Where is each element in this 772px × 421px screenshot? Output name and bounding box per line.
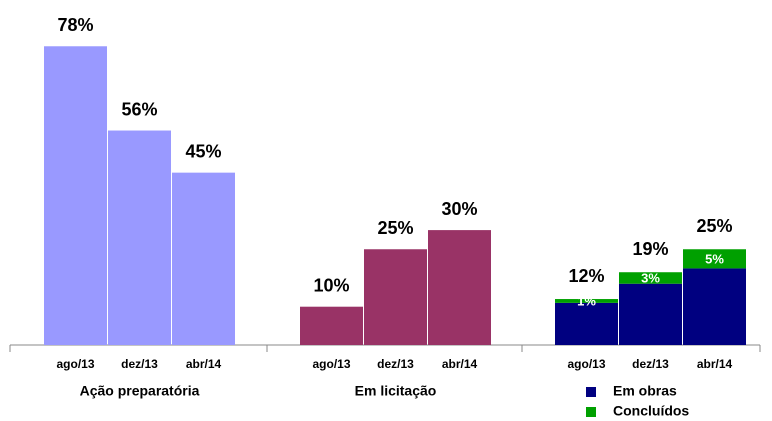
legend-label: Concluídos — [613, 403, 689, 419]
x-tick-label: abr/14 — [186, 357, 222, 371]
legend-swatch — [586, 387, 596, 397]
group-label: Ação preparatória — [80, 383, 200, 399]
x-tick-label: ago/13 — [312, 357, 350, 371]
legend-swatch — [586, 407, 596, 417]
bar — [555, 302, 618, 345]
value-label: 25% — [377, 218, 413, 238]
bar — [619, 283, 682, 345]
total-label: 25% — [696, 216, 732, 236]
bar — [555, 299, 618, 303]
x-tick-label: abr/14 — [442, 357, 478, 371]
x-tick-label: ago/13 — [56, 357, 94, 371]
segment-label: 1% — [577, 293, 596, 308]
bar — [364, 249, 427, 345]
legend-label: Em obras — [613, 383, 677, 399]
segment-label: 3% — [641, 270, 660, 285]
x-tick-label: ago/13 — [567, 357, 605, 371]
x-tick-label: dez/13 — [121, 357, 158, 371]
value-label: 56% — [121, 99, 157, 119]
bar — [172, 172, 235, 345]
bar — [683, 249, 746, 269]
bar — [619, 272, 682, 284]
bar — [108, 130, 171, 345]
value-label: 10% — [313, 275, 349, 295]
bar — [300, 306, 363, 345]
total-label: 12% — [568, 266, 604, 286]
x-tick-label: dez/13 — [632, 357, 669, 371]
total-label: 19% — [632, 239, 668, 259]
x-tick-label: abr/14 — [697, 357, 733, 371]
bar — [428, 230, 491, 345]
value-label: 78% — [57, 15, 93, 35]
value-label: 45% — [185, 141, 221, 161]
segment-label: 5% — [705, 251, 724, 266]
group-label: Em licitação — [355, 383, 437, 399]
bar — [44, 46, 107, 345]
x-tick-label: dez/13 — [377, 357, 414, 371]
bar — [683, 268, 746, 345]
value-label: 30% — [441, 199, 477, 219]
